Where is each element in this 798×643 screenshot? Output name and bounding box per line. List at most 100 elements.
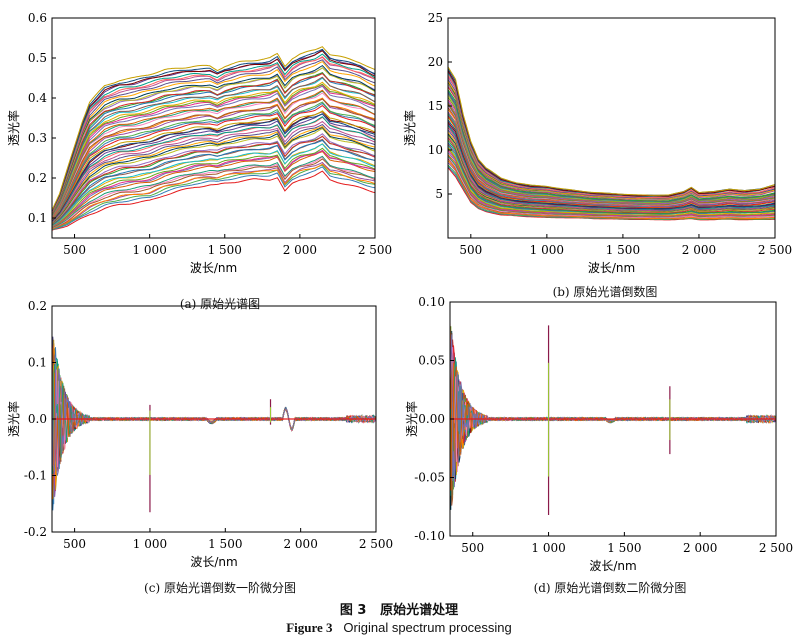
series-line (52, 343, 376, 505)
series-line (450, 349, 776, 502)
series-line (52, 110, 375, 221)
x-tick-label: 500 (63, 243, 86, 257)
series-line (52, 339, 376, 471)
figure-number-en: Figure 3 (286, 620, 333, 635)
series-line (450, 359, 776, 491)
y-tick-label: -0.2 (24, 525, 47, 539)
series-line (450, 330, 776, 444)
series-line (52, 116, 375, 222)
series-line (448, 134, 775, 213)
series-line (52, 126, 375, 224)
series-line (450, 344, 776, 476)
series-line (52, 354, 376, 496)
series-line (52, 347, 376, 505)
figure-caption-en: Figure 3 Original spectrum processing (0, 620, 798, 636)
series-line (52, 104, 375, 221)
y-tick-label: 5 (435, 187, 443, 201)
y-axis-label: 透光率 (404, 401, 419, 437)
series-line (52, 343, 376, 480)
series-line (450, 326, 776, 495)
series-line (52, 77, 375, 216)
caption-a: (a) 原始光谱图 (179, 297, 261, 311)
x-tick-label: 1 000 (531, 541, 565, 555)
caption-b: (b) 原始光谱倒数图 (552, 285, 658, 299)
series-line (450, 333, 776, 470)
series-line (52, 72, 375, 215)
series-line (52, 337, 376, 469)
series-line (450, 340, 776, 490)
series-line (52, 352, 376, 476)
y-tick-label: -0.10 (414, 529, 445, 543)
series-line (52, 123, 375, 223)
plot-frame (447, 17, 776, 239)
series-line (52, 358, 376, 475)
x-tick-label: 1 500 (606, 243, 640, 257)
series-line (448, 101, 775, 205)
y-tick-label: -0.05 (414, 471, 445, 485)
series-line (448, 124, 775, 211)
series-line (448, 103, 775, 205)
series-line (448, 115, 775, 208)
series-line (52, 127, 375, 224)
series-line (450, 344, 776, 475)
series-line (52, 164, 375, 230)
caption-d: (d) 原始光谱倒数二阶微分图 (533, 581, 687, 595)
series-line (52, 125, 375, 224)
series-line (450, 361, 776, 484)
series-line (450, 342, 776, 476)
series-line (52, 354, 376, 449)
series-line (52, 359, 376, 457)
y-axis-label: 透光率 (402, 110, 417, 146)
series-line (52, 113, 375, 221)
series-line (448, 111, 775, 207)
series-line (52, 76, 375, 216)
series-line (52, 102, 375, 220)
x-tick-label: 500 (63, 537, 86, 551)
series-line (52, 356, 376, 493)
series-line (52, 120, 375, 223)
series-line (52, 368, 376, 497)
series-line (450, 372, 776, 477)
series-line (52, 116, 375, 223)
plots-canvas: 500 1 000 1 500 2 000 2 500 0.1 0.2 0.3 0.4 0.5 0.… (6, 11, 793, 573)
series-line (448, 102, 775, 205)
figure-title-cn: 原始光谱处理 (380, 603, 459, 618)
series-group-a (52, 46, 375, 231)
series-line (450, 341, 776, 504)
series-line (52, 170, 375, 231)
y-tick-label: 0.3 (28, 131, 47, 145)
series-line (450, 357, 776, 460)
y-tick-label: 0.0 (28, 412, 47, 426)
series-group-b (448, 66, 775, 221)
y-tick-label: 0.00 (418, 412, 445, 426)
series-line (52, 46, 375, 211)
series-line (52, 370, 376, 505)
chart-c: 500 1 000 1 500 2 000 2 500 -0.2 -0.1 0.0 0.1 0.2… (6, 299, 393, 569)
figure-caption-cn: 图 3 原始光谱处理 (0, 599, 798, 618)
series-line (448, 84, 775, 201)
series-line (448, 70, 775, 197)
series-line (450, 322, 776, 472)
series-line (52, 49, 375, 212)
series-line (52, 357, 376, 465)
series-line (450, 329, 776, 491)
series-line (448, 160, 775, 220)
x-axis-label: 波长/nm (588, 261, 635, 275)
series-line (450, 345, 776, 469)
series-line (450, 371, 776, 514)
series-line (450, 334, 776, 489)
series-line (52, 143, 375, 227)
figure-title-en: Original spectrum processing (343, 620, 512, 635)
series-line (448, 92, 775, 203)
series-line (52, 360, 376, 497)
series-line (52, 357, 376, 497)
series-line (52, 135, 375, 225)
series-line (448, 74, 775, 198)
y-tick-label: 0.1 (28, 356, 47, 370)
x-tick-label: 2 000 (283, 537, 317, 551)
y-tick-label: 0.10 (418, 295, 445, 309)
series-line (448, 66, 775, 196)
series-line (52, 166, 375, 231)
series-line (448, 105, 775, 206)
x-tick-label: 2 000 (682, 243, 716, 257)
